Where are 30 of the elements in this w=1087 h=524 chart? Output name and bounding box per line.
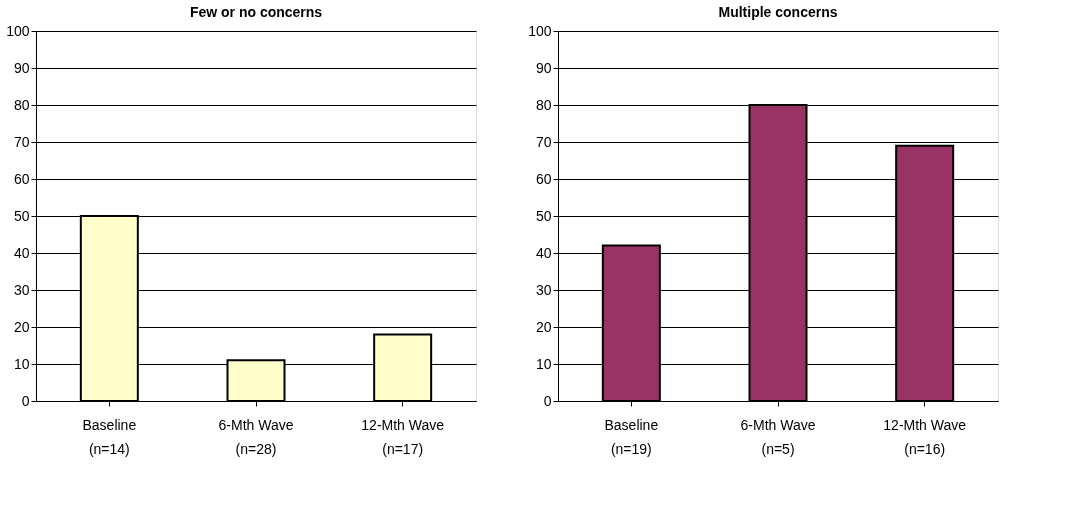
- y-tick-label: 90: [535, 59, 552, 76]
- y-tick-label: 40: [535, 244, 552, 261]
- y-tick-label: 30: [535, 281, 552, 298]
- y-tick-label: 90: [13, 59, 30, 76]
- y-tick-label: 40: [13, 244, 30, 261]
- y-tick-label: 10: [13, 355, 30, 372]
- y-tick-label: 100: [528, 22, 552, 39]
- y-tick-label: 10: [535, 355, 552, 372]
- y-tick-label: 80: [535, 96, 552, 113]
- y-tick-label: 100: [6, 22, 30, 39]
- y-tick-label: 0: [21, 392, 30, 409]
- x-tick-label: 6-Mth Wave (n=28): [218, 416, 294, 457]
- y-tick-label: 60: [13, 170, 30, 187]
- y-tick-label: 70: [535, 133, 552, 150]
- y-tick-label: 80: [13, 96, 30, 113]
- y-tick-label: 50: [13, 207, 30, 224]
- x-tick-label: Baseline (n=14): [82, 416, 137, 457]
- x-tick-label: 6-Mth Wave (n=5): [740, 416, 816, 457]
- chart-title: Multiple concerns: [718, 4, 838, 20]
- y-tick-label: 70: [13, 133, 30, 150]
- x-tick-label: 12-Mth Wave (n=16): [883, 416, 967, 457]
- y-tick-label: 20: [535, 318, 552, 335]
- y-tick-label: 50: [535, 207, 552, 224]
- chart-title: Few or no concerns: [189, 4, 323, 20]
- y-tick-label: 60: [535, 170, 552, 187]
- x-tick-label: 12-Mth Wave (n=17): [361, 416, 445, 457]
- y-tick-label: 20: [13, 318, 30, 335]
- x-tick-label: Baseline (n=19): [604, 416, 659, 457]
- y-tick-label: 0: [543, 392, 552, 409]
- y-tick-label: 30: [13, 281, 30, 298]
